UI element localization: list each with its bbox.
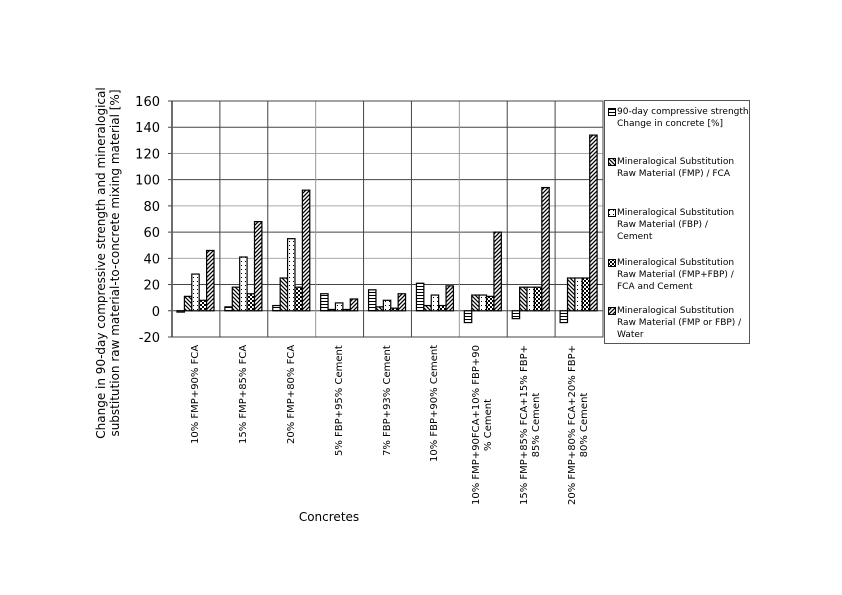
y-tick-label: 40 bbox=[143, 252, 160, 267]
bar-series-3-category-1 bbox=[191, 273, 200, 312]
legend-item-fbp-cement: Mineralogical Substitution Raw Material … bbox=[608, 207, 734, 243]
bar-series-1-category-5 bbox=[367, 289, 377, 312]
bar-series-5-category-9 bbox=[589, 134, 598, 312]
y-axis-title-line-2: substitution raw material-to-concrete mi… bbox=[108, 89, 122, 437]
bar-series-3-category-6 bbox=[430, 294, 440, 312]
y-tick-label: 60 bbox=[143, 226, 160, 241]
y-axis-title-line-1: Change in 90-day compressive strength an… bbox=[94, 87, 108, 439]
legend-item-fmp-fca: Mineralogical Substitution Raw Material … bbox=[608, 156, 734, 180]
bar-series-2-category-9 bbox=[566, 277, 576, 312]
bar-series-4-category-4 bbox=[342, 308, 351, 312]
x-tick-label: 10% FBP+90% Cement bbox=[429, 344, 441, 462]
x-tick-label: 15% FMP+85% FCA bbox=[237, 344, 249, 444]
bar-series-1-category-3 bbox=[272, 304, 281, 312]
bar-series-1-category-2 bbox=[224, 306, 233, 312]
bar-series-3-category-3 bbox=[286, 238, 296, 312]
legend-swatch-horizontal-lines bbox=[608, 108, 616, 116]
legend-swatch-dots bbox=[608, 209, 616, 217]
bar-series-1-category-6 bbox=[415, 282, 425, 312]
bar-series-2-category-4 bbox=[327, 308, 337, 312]
bar-series-3-category-4 bbox=[334, 302, 344, 312]
bar-series-5-category-5 bbox=[397, 293, 407, 312]
y-tick-label: 140 bbox=[135, 121, 160, 136]
bar-series-3-category-2 bbox=[239, 256, 248, 312]
y-tick-label: 120 bbox=[135, 147, 160, 162]
bar-series-4-category-1 bbox=[198, 299, 208, 312]
y-tick-label: -20 bbox=[139, 331, 160, 346]
bar-series-1-category-8 bbox=[511, 310, 521, 320]
legend-swatch-back-diagonal bbox=[608, 158, 616, 166]
bar-series-1-category-4 bbox=[320, 293, 329, 312]
bar-series-3-category-7 bbox=[478, 294, 488, 312]
legend-item-fmp-fbp: Mineralogical Substitution Raw Material … bbox=[608, 257, 734, 293]
x-tick-label: 15% FMP+85% FCA+15% FBP+ 85% Cement bbox=[519, 345, 543, 505]
bar-series-5-category-6 bbox=[445, 285, 455, 312]
bar-series-3-category-5 bbox=[382, 299, 392, 312]
bar-series-5-category-2 bbox=[253, 221, 263, 312]
legend-item-compressive-strength: 90-day compressive strength Change in co… bbox=[608, 106, 749, 130]
x-tick-label: 10% FMP+90% FCA bbox=[189, 344, 201, 444]
bar-series-4-category-9 bbox=[581, 277, 591, 312]
bar-series-2-category-5 bbox=[375, 306, 384, 312]
bar-series-4-category-7 bbox=[485, 295, 495, 312]
y-axis-title: Change in 90-day compressive strength an… bbox=[94, 87, 122, 438]
bar-series-5-category-1 bbox=[206, 249, 215, 312]
bar-series-4-category-8 bbox=[533, 286, 543, 312]
bar-series-2-category-1 bbox=[183, 295, 193, 312]
x-tick-label: 20% FMP+80% FCA bbox=[285, 344, 297, 444]
bar-series-1-category-9 bbox=[559, 310, 569, 324]
bar-series-1-category-7 bbox=[463, 310, 473, 324]
legend: 90-day compressive strength Change in co… bbox=[604, 100, 750, 344]
bar-series-2-category-7 bbox=[471, 294, 480, 312]
bar-series-3-category-8 bbox=[526, 286, 536, 312]
y-tick-label: 0 bbox=[152, 305, 160, 320]
x-axis-title: Concretes bbox=[298, 510, 360, 524]
x-tick-label: 7% FBP+93% Cement bbox=[381, 345, 393, 456]
bar-series-1-category-1 bbox=[176, 310, 186, 313]
bar-series-2-category-3 bbox=[279, 277, 289, 312]
bar-series-2-category-8 bbox=[519, 286, 528, 312]
bar-series-5-category-8 bbox=[541, 186, 550, 312]
bar-series-3-category-9 bbox=[574, 277, 583, 312]
bar-series-4-category-3 bbox=[294, 286, 303, 312]
bar-series-5-category-4 bbox=[349, 298, 359, 312]
x-tick-label: 5% FBP+95% Cement bbox=[333, 345, 345, 456]
y-tick-label: 100 bbox=[135, 174, 160, 189]
legend-swatch-checker bbox=[608, 259, 616, 267]
bar-series-2-category-6 bbox=[423, 304, 432, 312]
bar-series-5-category-7 bbox=[493, 231, 502, 312]
y-tick-label: 80 bbox=[143, 200, 160, 215]
legend-swatch-forward-diagonal bbox=[608, 307, 616, 315]
y-tick-label: 160 bbox=[135, 95, 160, 110]
plot-area-border bbox=[171, 100, 604, 338]
y-tick-label: 20 bbox=[143, 279, 160, 294]
bar-series-2-category-2 bbox=[231, 286, 241, 312]
bar-series-5-category-3 bbox=[301, 189, 311, 312]
bar-series-4-category-5 bbox=[390, 307, 399, 312]
bar-series-4-category-6 bbox=[438, 304, 447, 312]
legend-item-water: Mineralogical Substitution Raw Material … bbox=[608, 305, 741, 341]
bar-series-4-category-2 bbox=[246, 293, 256, 312]
x-tick-label: 20% FMP+80% FCA+20% FBP+ 80% Cement bbox=[567, 345, 591, 505]
x-tick-label: 10% FMP+90FCA+10% FBP+90 % Cement bbox=[471, 344, 495, 505]
